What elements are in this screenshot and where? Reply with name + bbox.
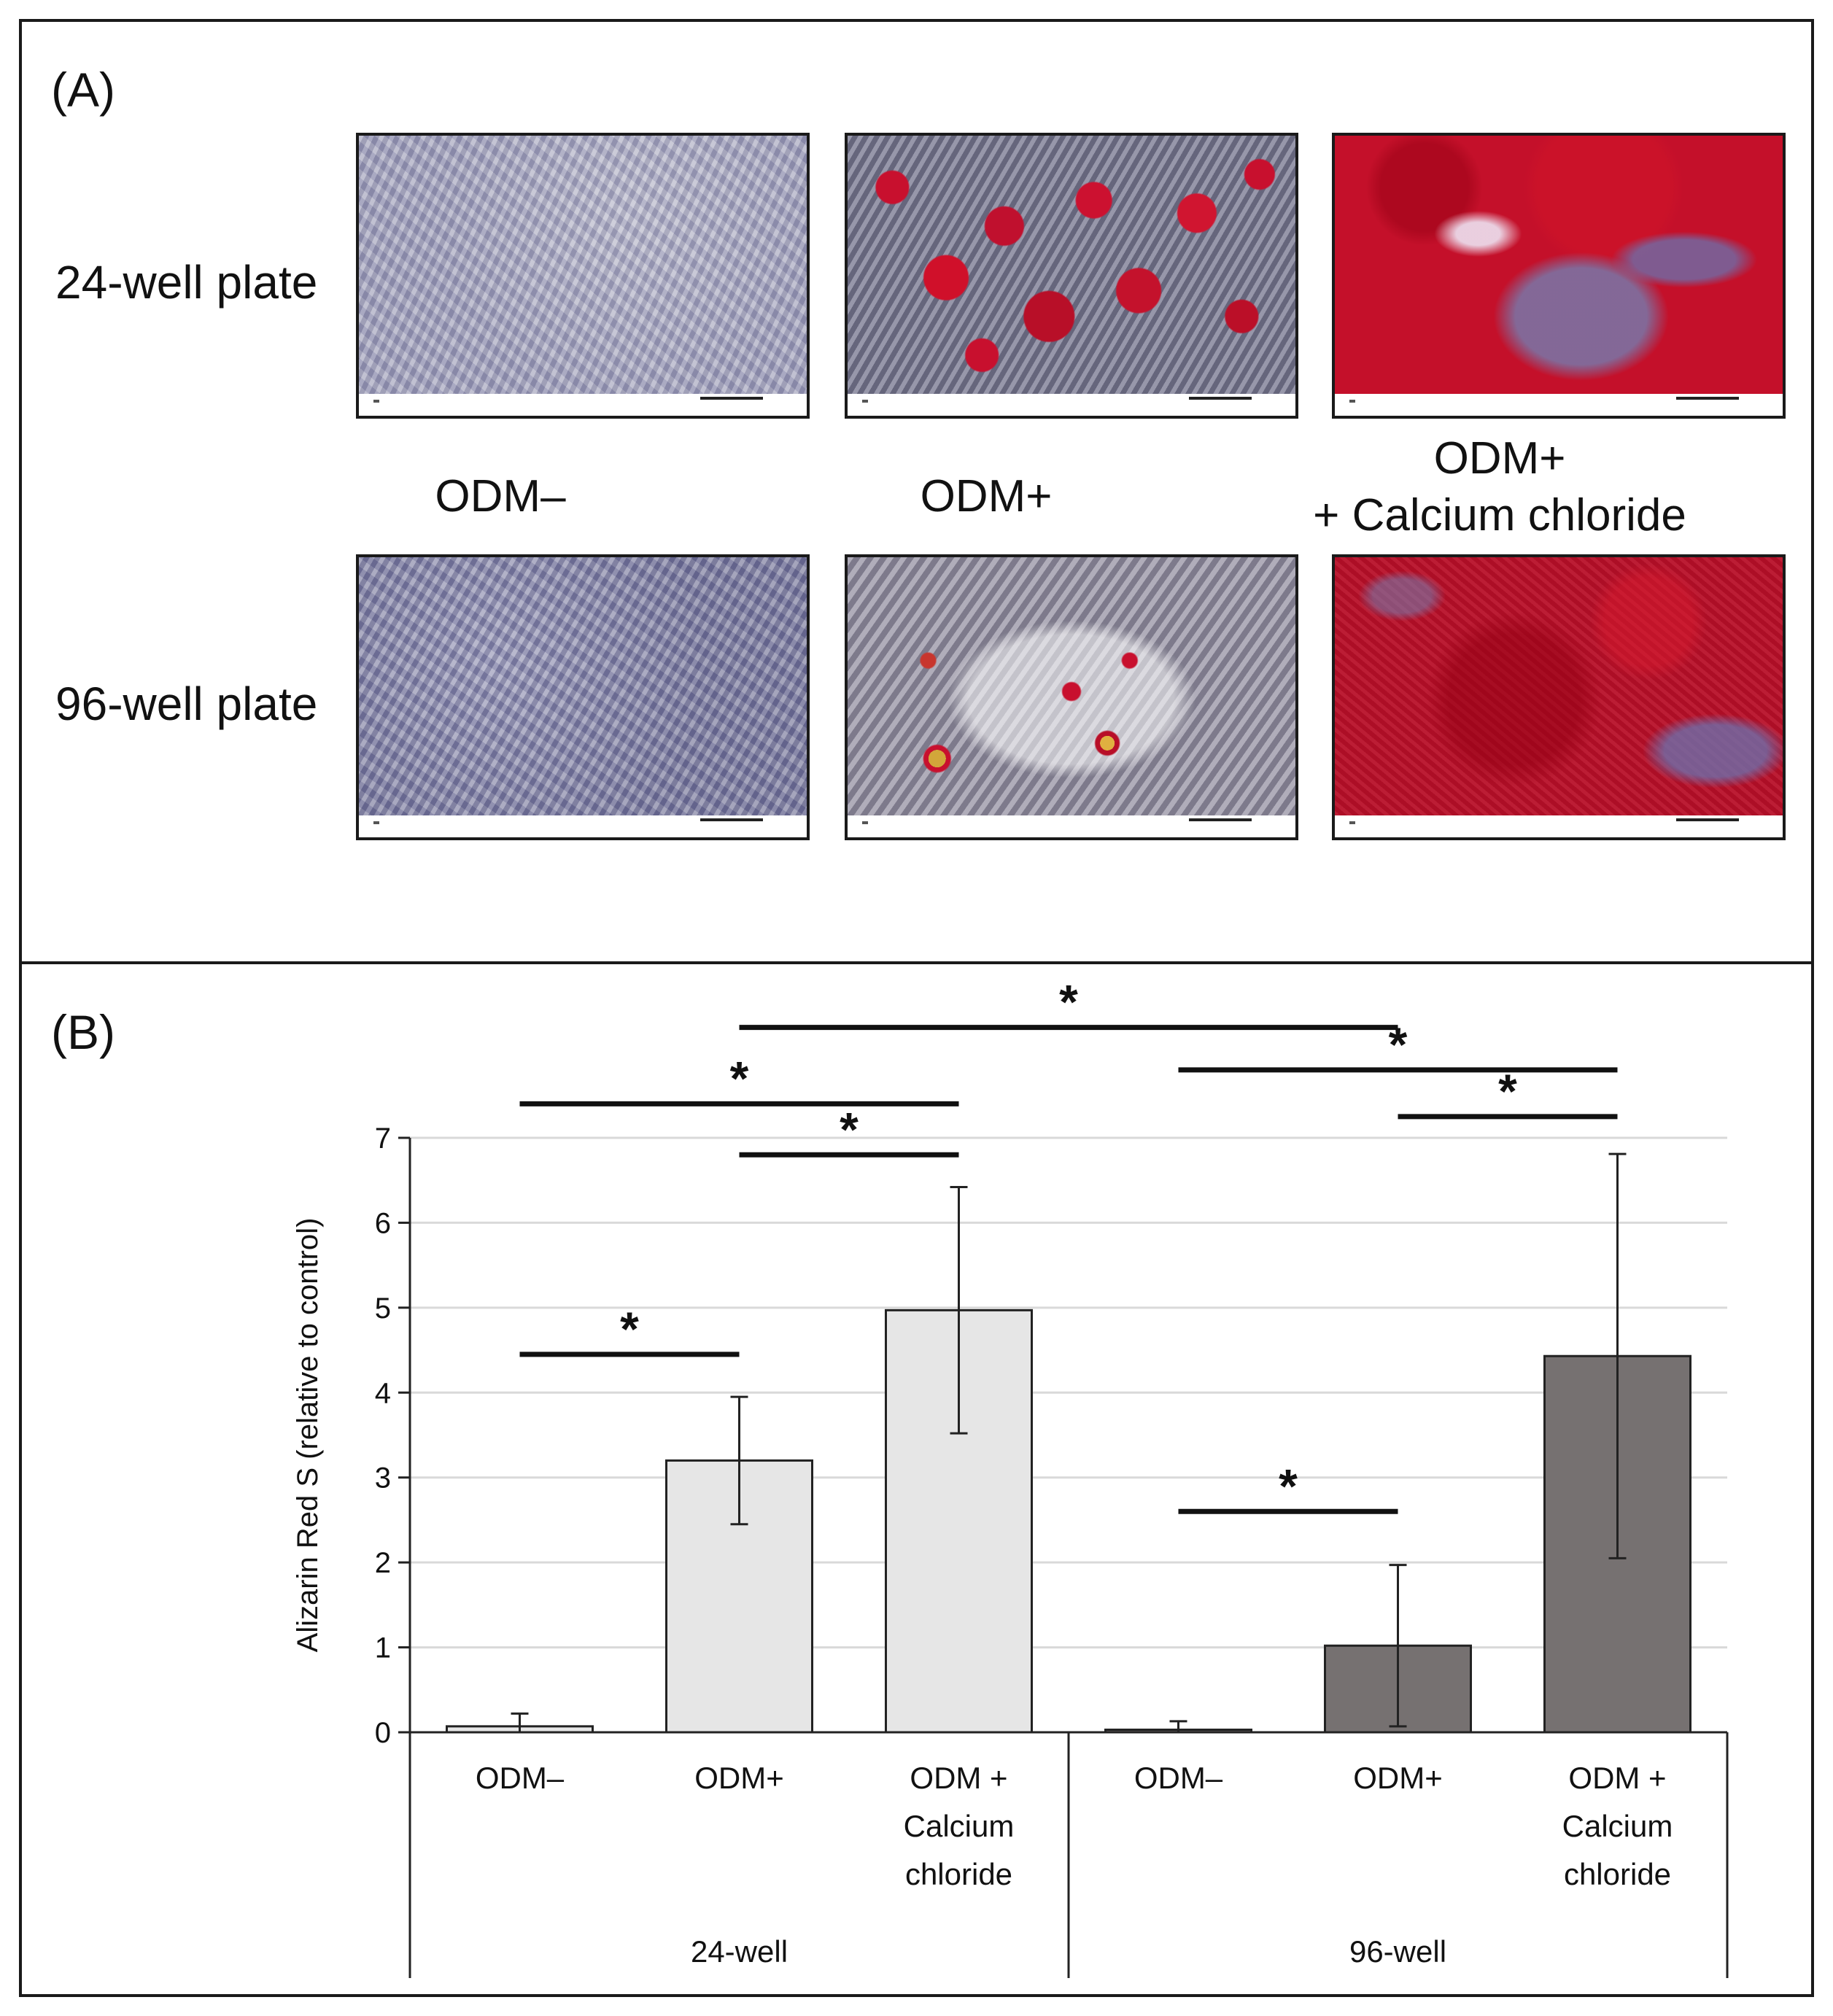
significance-star: * [840,1102,859,1156]
x-category-label: ODM+ [694,1761,784,1795]
micrograph-96-odm-pos [845,554,1298,840]
scale-bar [700,397,763,400]
x-category-label: ODM– [476,1761,565,1795]
micrograph-96-odm-calcium [1332,554,1786,840]
y-tick-label: 0 [375,1717,391,1749]
y-tick-label: 2 [375,1547,391,1579]
x-category-label: chloride [1564,1857,1671,1891]
significance-star: * [1059,975,1078,1029]
panel-a-label: (A) [51,63,115,117]
x-group-label: 24-well [691,1934,788,1969]
micrograph-24-odm-pos [845,133,1298,419]
micrograph-image [1335,136,1783,394]
micrograph-image [359,136,807,394]
col-label-odm-neg: ODM– [435,471,566,522]
significance-star: * [1279,1459,1298,1513]
col-label-odm-pos: ODM+ [920,471,1053,522]
panel-b-label: (B) [51,1005,115,1059]
micrograph-image [1335,557,1783,815]
y-tick-label: 7 [375,1123,391,1155]
scale-bar [700,818,763,821]
micrograph-96-odm-neg [356,554,810,840]
micrograph-24-odm-neg [356,133,810,419]
y-tick-label: 1 [375,1632,391,1664]
y-tick-label: 4 [375,1377,391,1409]
panel-a: (A) 24-well plate 96-well plate ODM– ODM… [19,19,1814,966]
row-label-24-well: 24-well plate [55,256,318,309]
micrograph-image [359,557,807,815]
micrograph-image [848,557,1295,815]
significance-star: * [730,1051,749,1105]
y-axis-label: Alizarin Red S (relative to control) [292,1218,324,1653]
scale-bar [1676,818,1739,821]
scale-bar [1189,818,1252,821]
y-tick-label: 6 [375,1207,391,1239]
micrograph-image [848,136,1295,394]
y-tick-label: 5 [375,1292,391,1325]
x-category-label: Calcium [904,1809,1015,1843]
x-category-label: ODM– [1134,1761,1223,1795]
significance-star: * [1498,1064,1517,1118]
x-category-label: ODM + [910,1761,1007,1795]
scale-bar [1189,397,1252,400]
x-category-label: Calcium [1562,1809,1673,1843]
y-tick-label: 3 [375,1462,391,1494]
scale-bar [1676,397,1739,400]
x-group-label: 96-well [1349,1934,1446,1969]
micrograph-24-odm-calcium [1332,133,1786,419]
x-category-label: chloride [905,1857,1012,1891]
significance-star: * [1389,1017,1408,1071]
row-label-96-well: 96-well plate [55,678,318,730]
x-category-label: ODM + [1568,1761,1666,1795]
col-label-odm-calcium: ODM+ + Calcium chloride [1313,433,1686,540]
significance-star: * [620,1302,639,1356]
x-category-label: ODM+ [1353,1761,1443,1795]
